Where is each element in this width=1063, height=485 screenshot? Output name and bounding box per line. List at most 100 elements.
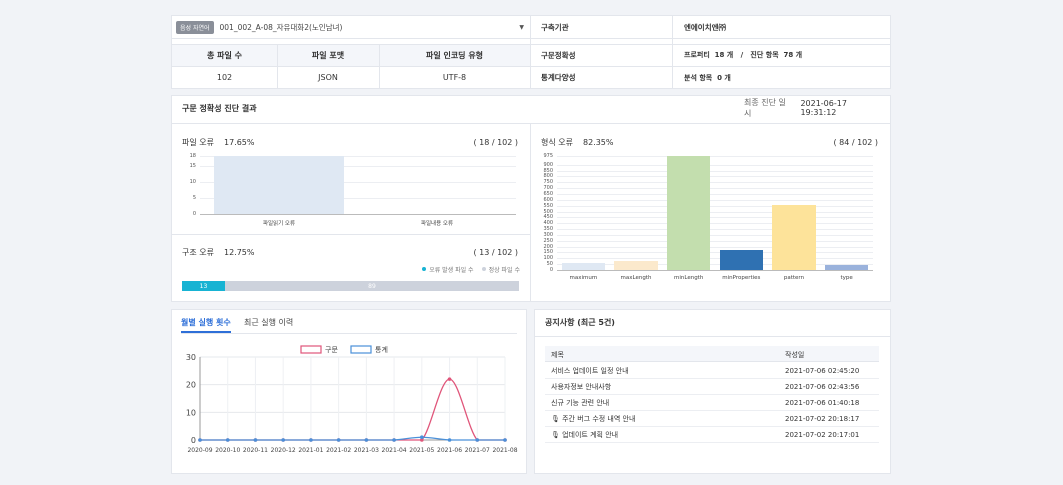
y-tick-label: 250 [543, 237, 553, 244]
x-tick-label: maximum [569, 275, 598, 281]
file-error-percent: 17.65% [223, 137, 255, 147]
file-error-title: 파일 오류 [182, 137, 214, 147]
tab-recent[interactable]: 최근 실행 이력 [244, 318, 294, 327]
grid-line [557, 252, 873, 254]
series-point-1 [253, 438, 258, 442]
struct-error-count: ( 13 / 102 ) [473, 247, 518, 257]
tab-monthly[interactable]: 월별 실행 횟수 [181, 318, 231, 327]
x-tick-label: 2021-01 [298, 447, 323, 454]
x-axis [200, 214, 516, 215]
series-point-1 [336, 438, 341, 442]
notice-row[interactable]: 서비스 업데이트 일정 안내 2021-07-06 02:45:20 [545, 363, 879, 379]
notice-row-date: 2021-07-02 20:18:17 [785, 414, 860, 423]
diagnosis-date-label: 최종 진단 일시 [744, 98, 786, 118]
bar-4 [772, 205, 816, 270]
stats-value: 분석 항목 0 개 [684, 73, 731, 82]
y-tick-label: 850 [543, 167, 553, 174]
x-tick-label: 파일내용 오류 [420, 221, 454, 227]
grid-line [200, 156, 516, 157]
series-point-1 [392, 438, 396, 442]
grid-line [557, 211, 873, 213]
x-tick-label: minProperties [722, 275, 761, 281]
file-encoding-header: 파일 인코딩 유형 [425, 50, 484, 60]
struct-normal-value: 89 [368, 282, 376, 290]
diagnosis-date: 최종 진단 일시 2021-06-17 19:31:12 [744, 98, 884, 118]
notice-row-date: 2021-07-06 02:45:20 [785, 366, 860, 375]
y-tick-label: 18 [189, 153, 196, 159]
total-files-value: 102 [216, 73, 233, 82]
series-point-1 [447, 438, 452, 442]
error-legend-label: 오류 발생 파일 수 [429, 266, 474, 274]
grid-line [557, 229, 873, 231]
chevron-down-icon[interactable]: ▼ [519, 23, 524, 31]
notice-row[interactable]: 신규 기능 관련 안내 2021-07-06 01:40:18 [545, 395, 879, 411]
format-error-chart: 0 50 100 150 200 250 300 350 400 450 500 550 600 650 7… [541, 152, 881, 284]
notice-row-title[interactable]: 🎙 업데이트 계획 안내 [551, 430, 619, 439]
file-encoding-value: UTF-8 [442, 73, 467, 82]
grid-line [557, 240, 873, 242]
series-point-1 [198, 438, 202, 442]
format-error-label: 형식 오류 82.35% [541, 136, 614, 148]
bar-0 [214, 156, 344, 214]
grid-line [200, 197, 516, 199]
y-tick-label: 200 [543, 243, 553, 250]
notice-row-title[interactable]: 신규 기능 관련 안내 [551, 398, 610, 407]
y-tick-label: 20 [186, 381, 196, 390]
y-tick-label: 0 [191, 436, 196, 445]
x-tick-label: 2020-09 [187, 447, 212, 454]
series-line-0 [199, 378, 505, 441]
grid-line [557, 156, 873, 157]
x-tick-label: 2021-04 [382, 447, 407, 454]
series-point-1 [309, 438, 313, 442]
notice-row-title[interactable]: 🎙 주간 버그 수정 내역 안내 [551, 414, 636, 423]
struct-legend: 오류 발생 파일 수 정상 파일 수 [380, 264, 520, 274]
bar-1 [614, 260, 658, 270]
grid-line [557, 182, 873, 184]
grid-line [557, 199, 873, 201]
grid-line [557, 188, 873, 190]
category-badge: 음성 자연어 [176, 20, 214, 34]
notice-row[interactable]: 🎙 주간 버그 수정 내역 안내 2021-07-02 20:18:17 [545, 411, 879, 427]
x-tick-label: type [840, 275, 853, 281]
struct-error-label: 구조 오류 12.75% [182, 246, 255, 258]
notice-row-title[interactable]: 서비스 업데이트 일정 안내 [551, 366, 629, 375]
y-tick-label: 300 [543, 231, 553, 238]
legend-swatch-1 [350, 345, 372, 354]
y-tick-label: 10 [189, 178, 196, 185]
y-tick-label: 10 [186, 408, 196, 417]
y-tick-label: 30 [186, 353, 196, 362]
bar-2 [667, 156, 711, 270]
bar-5 [825, 264, 869, 270]
grid-line [557, 176, 873, 178]
grid-line [557, 164, 873, 166]
dataset-select[interactable]: 음성 자연어 001_002_A-08_자유대화2(노인남녀) ▼ [176, 18, 528, 36]
diagnosis-date-value: 2021-06-17 19:31:12 [800, 99, 847, 117]
y-tick-label: 0 [549, 267, 553, 273]
y-tick-label: 150 [543, 249, 553, 256]
file-error-chart: 0 5 10 15 18 파일읽기 오류 파일내용 오류 [182, 152, 522, 228]
file-format-value: JSON [318, 73, 338, 82]
legend-label-0: 구문 [325, 346, 338, 354]
notice-row[interactable]: 🎙 업데이트 계획 안내 2021-07-02 20:17:01 [545, 427, 879, 443]
series-line-1 [199, 436, 505, 441]
series-point-1 [225, 438, 230, 442]
struct-error-percent: 12.75% [223, 247, 255, 257]
total-files-header: 총 파일 수 [206, 50, 242, 60]
syntax-label: 구문정확성 [541, 50, 576, 60]
x-tick-label: 2020-10 [215, 447, 240, 454]
file-format-header: 파일 포맷 [311, 50, 345, 60]
y-tick-label: 350 [543, 226, 553, 233]
monthly-panel [171, 309, 527, 474]
y-tick-label: 500 [543, 208, 553, 215]
notice-row[interactable]: 사용자정보 안내사항 2021-07-06 02:43:56 [545, 379, 879, 395]
grid-line [557, 205, 873, 207]
notice-row-title[interactable]: 사용자정보 안내사항 [551, 382, 612, 391]
y-tick-label: 15 [189, 162, 196, 169]
y-tick-label: 600 [543, 196, 553, 203]
y-tick-label: 700 [543, 185, 553, 192]
x-tick-label: 2021-07 [465, 447, 490, 454]
grid-line [557, 194, 873, 195]
y-tick-label: 0 [192, 211, 196, 217]
diagnosis-title: 구문 정확성 진단 결과 [182, 103, 257, 113]
